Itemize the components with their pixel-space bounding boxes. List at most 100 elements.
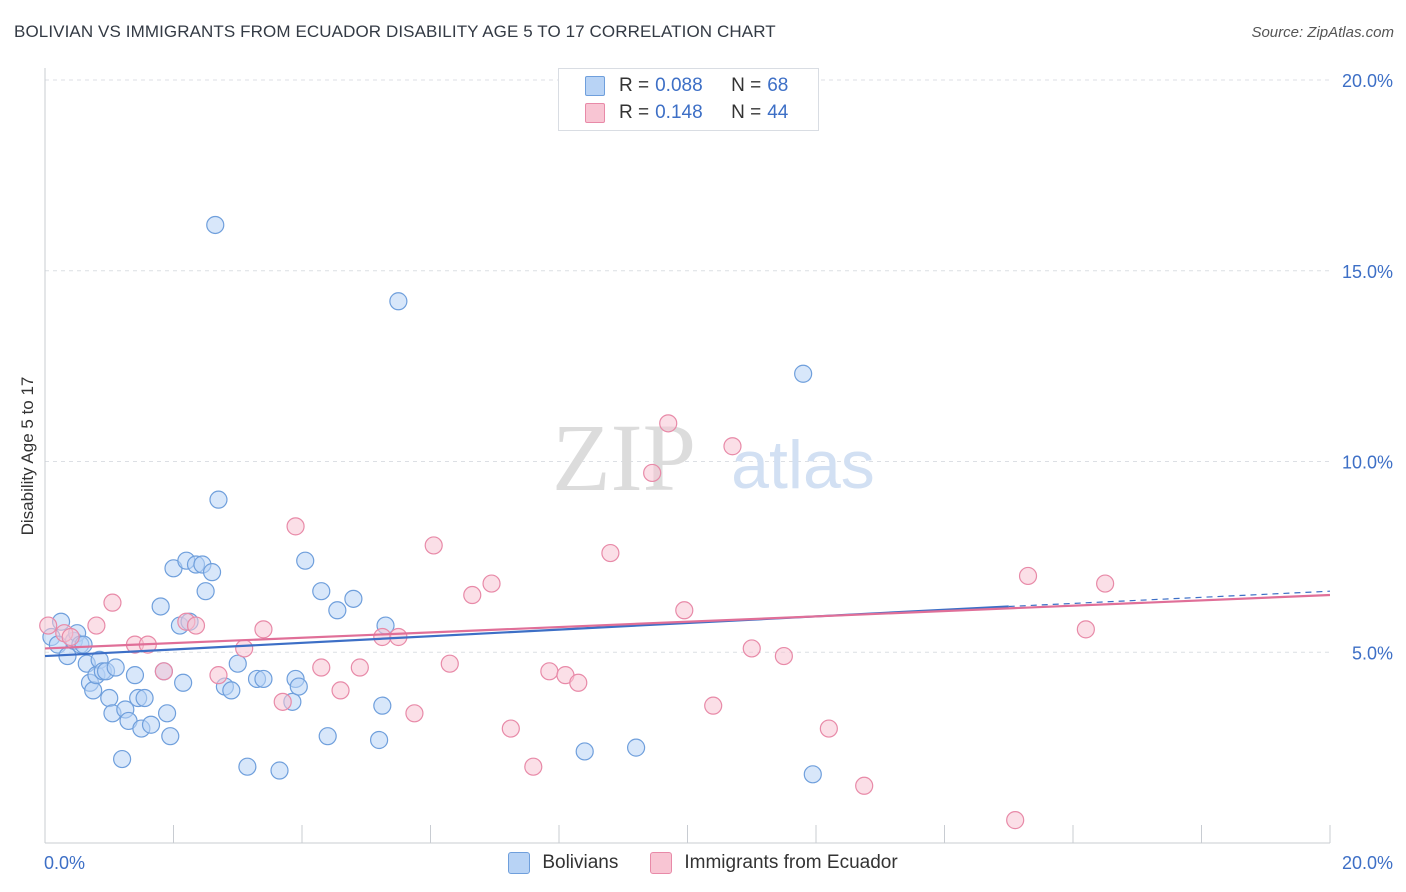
y-tick-label: 5.0% xyxy=(1352,643,1393,663)
ecuador-point xyxy=(154,662,173,681)
ecuador-point xyxy=(1018,566,1038,586)
n-value: 44 xyxy=(767,102,789,123)
r-label: R = xyxy=(619,102,650,123)
bolivian-point xyxy=(370,730,389,750)
ecuador-point xyxy=(540,662,559,681)
ecuador-point xyxy=(350,658,369,677)
ecuador-point xyxy=(742,639,761,658)
ecuador-point xyxy=(405,704,424,723)
legend-swatch-blue xyxy=(585,76,605,96)
bolivian-point xyxy=(161,727,180,746)
bolivian-point xyxy=(106,658,125,677)
bolivian-point xyxy=(373,696,392,715)
chart-title: BOLIVIAN VS IMMIGRANTS FROM ECUADOR DISA… xyxy=(14,22,776,41)
ecuador-point xyxy=(569,673,588,692)
bolivian-point xyxy=(344,589,363,608)
bolivian-point xyxy=(270,761,289,780)
ecuador-point xyxy=(312,658,331,677)
ecuador-point xyxy=(209,666,228,685)
ecuador-point xyxy=(61,627,80,647)
ecuador-point xyxy=(723,437,742,456)
bolivian-point xyxy=(296,551,315,570)
ecuador-point xyxy=(601,543,620,563)
ecuador-point xyxy=(463,585,482,605)
legend-item-bolivians[interactable]: Bolivians xyxy=(508,852,618,874)
correlation-legend: R = 0.088 N = 68 R = 0.148 N = 44 xyxy=(558,68,819,131)
ecuador-point xyxy=(524,757,543,776)
bolivian-point xyxy=(206,215,225,235)
bolivian-point xyxy=(222,681,241,700)
ecuador-point xyxy=(186,616,206,635)
bolivian-point xyxy=(135,688,154,708)
legend-row-ecuador: R = 0.148 N = 44 xyxy=(585,100,788,126)
bolivian-point xyxy=(328,601,347,620)
r-value: 0.088 xyxy=(655,75,703,96)
legend-row-bolivians: R = 0.088 N = 68 xyxy=(585,73,788,99)
ecuador-point xyxy=(235,639,254,658)
ecuador-point xyxy=(855,776,874,795)
bolivian-point xyxy=(626,738,646,757)
n-label: N = xyxy=(731,102,762,123)
ecuador-point xyxy=(659,414,678,433)
x-tick-label: 20.0% xyxy=(1342,853,1393,873)
y-tick-label: 10.0% xyxy=(1342,453,1393,473)
bolivian-point xyxy=(209,490,228,509)
legend-swatch-pink xyxy=(650,852,673,874)
bolivian-point xyxy=(238,757,257,776)
ecuador-point xyxy=(331,681,350,700)
y-axis-label: Disability Age 5 to 17 xyxy=(18,376,37,536)
legend-item-ecuador[interactable]: Immigrants from Ecuador xyxy=(650,852,898,874)
bolivian-point xyxy=(141,715,161,734)
chart-source: Source: ZipAtlas.com xyxy=(1251,24,1394,41)
ecuador-point xyxy=(286,517,305,536)
n-label: N = xyxy=(731,75,762,96)
bolivian-trend-extension xyxy=(1008,590,1331,608)
bolivian-point xyxy=(312,582,331,601)
ecuador-point xyxy=(1076,620,1095,639)
bolivian-point xyxy=(151,597,170,616)
bolivian-point xyxy=(196,582,215,601)
ecuador-trend-line xyxy=(44,593,1331,650)
legend-swatch-blue xyxy=(508,852,531,874)
bolivian-point xyxy=(389,292,408,311)
ecuador-point xyxy=(39,616,58,635)
bolivian-point xyxy=(318,727,337,746)
ecuador-point xyxy=(87,616,106,635)
r-label: R = xyxy=(619,75,650,96)
bolivian-point xyxy=(125,666,145,685)
ecuador-point xyxy=(424,536,443,555)
ecuador-point xyxy=(440,654,459,673)
legend-swatch-pink xyxy=(585,103,605,123)
watermark-atlas: atlas xyxy=(731,427,875,503)
legend-label: Immigrants from Ecuador xyxy=(684,852,898,873)
x-tick-label: 0.0% xyxy=(44,853,85,873)
ecuador-point xyxy=(675,601,694,620)
ecuador-point xyxy=(774,646,793,666)
ecuador-point xyxy=(1096,574,1115,593)
bolivian-point xyxy=(157,704,177,723)
y-tick-label: 20.0% xyxy=(1342,71,1393,91)
ecuador-point xyxy=(482,574,501,593)
r-value: 0.148 xyxy=(655,102,703,123)
series-legend: Bolivians Immigrants from Ecuador xyxy=(0,852,1406,874)
ecuador-point xyxy=(704,696,723,715)
y-tick-label: 15.0% xyxy=(1342,262,1393,282)
ecuador-point xyxy=(254,620,273,639)
bolivian-point xyxy=(84,681,103,700)
ecuador-point xyxy=(373,627,392,647)
bolivian-point xyxy=(202,563,222,582)
bolivian-point xyxy=(575,742,594,761)
ecuador-point xyxy=(273,692,292,711)
bolivian-point xyxy=(794,364,813,383)
ecuador-point xyxy=(819,719,838,738)
ecuador-point xyxy=(501,719,520,738)
bolivian-point xyxy=(228,654,247,673)
legend-label: Bolivians xyxy=(542,852,619,873)
bolivian-point xyxy=(289,677,308,696)
ecuador-point xyxy=(1006,811,1025,830)
bolivian-point xyxy=(174,673,193,692)
bolivian-point xyxy=(100,688,119,708)
ecuador-point xyxy=(103,593,122,612)
ecuador-point xyxy=(643,463,662,483)
